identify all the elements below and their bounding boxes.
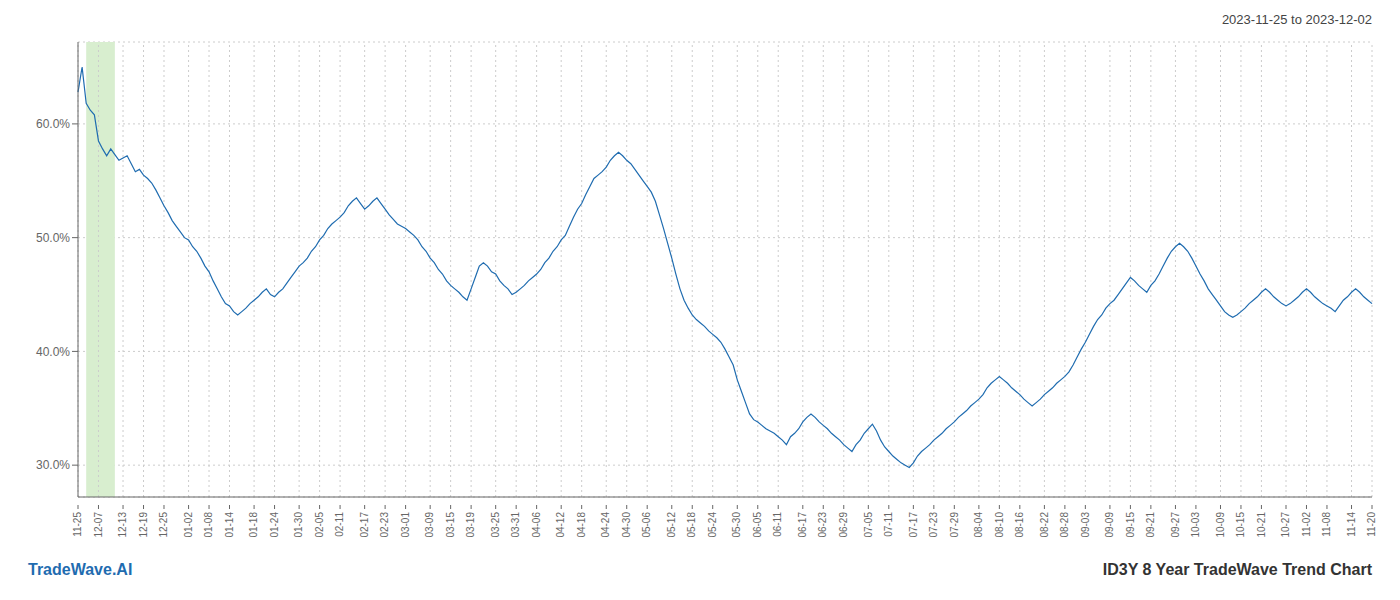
svg-text:02-17: 02-17 [359,512,370,538]
svg-text:06-23: 06-23 [817,512,828,538]
svg-text:03-01: 03-01 [400,512,411,538]
svg-text:60.0%: 60.0% [36,117,70,131]
svg-text:01-02: 01-02 [183,512,194,538]
svg-text:04-18: 04-18 [576,512,587,538]
svg-text:09-15: 09-15 [1125,512,1136,538]
svg-text:05-18: 05-18 [686,512,697,538]
svg-text:05-24: 05-24 [707,512,718,538]
svg-text:09-09: 09-09 [1104,512,1115,538]
svg-text:08-28: 08-28 [1059,512,1070,538]
svg-text:07-29: 07-29 [949,512,960,538]
svg-text:08-22: 08-22 [1039,512,1050,538]
svg-text:12-19: 12-19 [138,512,149,538]
svg-text:03-19: 03-19 [465,512,476,538]
svg-text:04-30: 04-30 [621,512,632,538]
svg-text:03-25: 03-25 [490,512,501,538]
svg-text:12-25: 12-25 [158,512,169,538]
svg-text:04-12: 04-12 [555,512,566,538]
svg-text:07-17: 07-17 [908,512,919,538]
svg-text:11-02: 11-02 [1301,512,1312,537]
html-text:ID3Y 8 Year TradeWave Trend Ch: ID3Y 8 Year TradeWave Trend Chart [1102,561,1372,578]
svg-text:01-30: 01-30 [293,512,304,538]
svg-text:06-11: 06-11 [772,512,783,537]
svg-text:10-09: 10-09 [1215,512,1226,538]
svg-text:10-03: 10-03 [1190,512,1201,538]
svg-text:01-18: 01-18 [248,512,259,538]
svg-text:08-10: 08-10 [994,512,1005,538]
svg-text:50.0%: 50.0% [36,231,70,245]
svg-text:06-17: 06-17 [797,512,808,538]
svg-text:08-16: 08-16 [1014,512,1025,538]
svg-text:10-21: 10-21 [1256,512,1267,538]
svg-text:01-08: 01-08 [203,512,214,538]
svg-text:05-06: 05-06 [641,512,652,538]
svg-text:09-27: 09-27 [1170,512,1181,538]
svg-text:05-30: 05-30 [731,512,742,538]
svg-text:11-08: 11-08 [1321,512,1332,537]
svg-text:09-21: 09-21 [1145,512,1156,538]
svg-text:06-05: 06-05 [752,512,763,538]
svg-text:01-24: 01-24 [269,512,280,538]
svg-text:30.0%: 30.0% [36,458,70,472]
svg-text:02-23: 02-23 [379,512,390,538]
svg-text:40.0%: 40.0% [36,345,70,359]
svg-text:10-27: 10-27 [1280,512,1291,538]
svg-text:11-14: 11-14 [1346,512,1357,537]
svg-text:12-13: 12-13 [117,512,128,538]
svg-text:11-20: 11-20 [1366,512,1377,537]
svg-text:07-05: 07-05 [863,512,874,538]
svg-text:03-09: 03-09 [424,512,435,538]
html-text:2023-11-25 to 2023-12-02: 2023-11-25 to 2023-12-02 [1221,12,1372,27]
svg-text:07-11: 07-11 [883,512,894,537]
svg-text:08-04: 08-04 [973,512,984,538]
svg-text:10-15: 10-15 [1235,512,1246,538]
svg-text:04-06: 04-06 [531,512,542,538]
svg-text:01-14: 01-14 [224,512,235,538]
svg-text:03-15: 03-15 [445,512,456,538]
svg-text:09-03: 09-03 [1080,512,1091,538]
svg-text:12-07: 12-07 [93,512,104,538]
svg-text:05-12: 05-12 [666,512,677,538]
svg-text:04-24: 04-24 [600,512,611,538]
html-text:TradeWave.AI: TradeWave.AI [28,561,133,578]
svg-text:02-05: 02-05 [314,512,325,538]
svg-text:06-29: 06-29 [838,512,849,538]
svg-text:03-31: 03-31 [510,512,521,538]
svg-text:11-25: 11-25 [72,512,83,537]
svg-text:02-11: 02-11 [334,512,345,537]
svg-text:07-23: 07-23 [928,512,939,538]
